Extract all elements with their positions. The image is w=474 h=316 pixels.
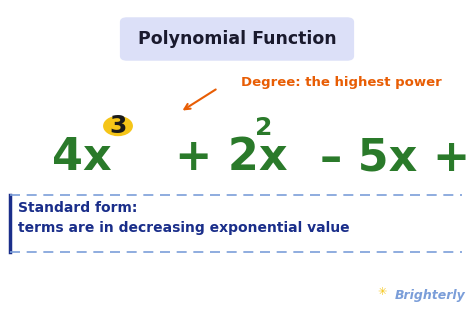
Text: Degree: the highest power: Degree: the highest power <box>241 76 442 88</box>
Text: 4x: 4x <box>52 137 112 179</box>
Text: Standard form:: Standard form: <box>18 201 137 215</box>
Text: ✳: ✳ <box>377 287 387 297</box>
Text: Polynomial Function: Polynomial Function <box>137 30 337 48</box>
FancyBboxPatch shape <box>120 17 354 61</box>
Text: – 5x + 7: – 5x + 7 <box>320 137 474 179</box>
Text: Brighterly: Brighterly <box>395 289 466 301</box>
Text: terms are in decreasing exponential value: terms are in decreasing exponential valu… <box>18 221 350 235</box>
Circle shape <box>104 117 132 136</box>
Text: 3: 3 <box>109 114 127 138</box>
Text: 2: 2 <box>255 116 273 140</box>
Text: + 2x: + 2x <box>175 137 288 179</box>
FancyArrowPatch shape <box>184 89 216 109</box>
